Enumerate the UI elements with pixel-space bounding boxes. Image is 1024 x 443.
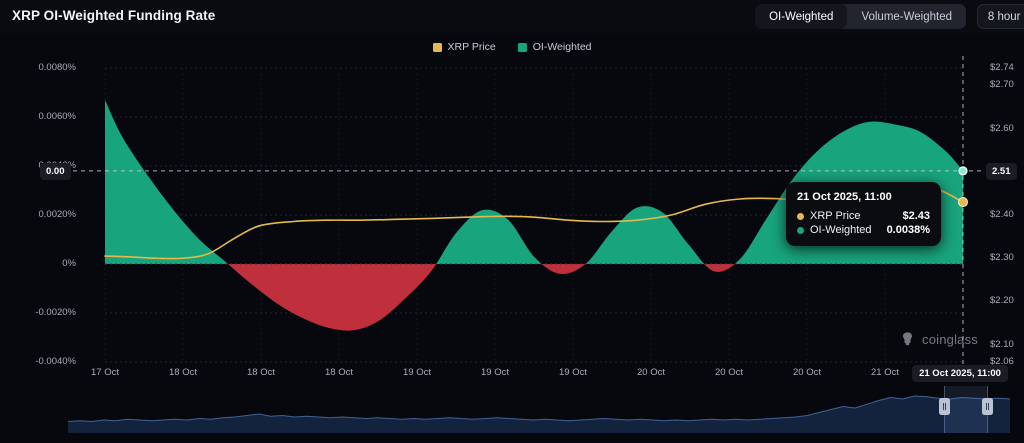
navigator-chart bbox=[68, 395, 1010, 433]
legend-swatch-icon bbox=[432, 42, 442, 52]
x-axis-tick-label: 20 Oct bbox=[715, 367, 743, 378]
y2-axis-tick-label: $2.70 bbox=[990, 79, 1014, 91]
tooltip-row-xrp-price: XRP Price $2.43 bbox=[797, 210, 930, 222]
y2-axis-tick-label: $2.74 bbox=[990, 62, 1014, 73]
y-axis-tick-label: 0% bbox=[62, 258, 76, 269]
x-axis-tick-label: 20 Oct bbox=[793, 367, 821, 378]
crosshair-y-badge-left: 0.00 bbox=[40, 162, 71, 180]
tab-oi-weighted[interactable]: OI-Weighted bbox=[755, 4, 848, 29]
weighting-toggle-group: OI-Weighted Volume-Weighted bbox=[755, 4, 966, 29]
y-axis-tick-label: 0.0060% bbox=[38, 111, 76, 122]
range-navigator[interactable] bbox=[68, 386, 1010, 433]
legend-label: XRP Price bbox=[447, 41, 496, 53]
y2-axis-tick-label: $2.40 bbox=[990, 209, 1014, 220]
chart-header: XRP OI-Weighted Funding Rate OI-Weighted… bbox=[0, 0, 1024, 33]
navigator-handle-left[interactable] bbox=[939, 398, 950, 415]
chart-legend: XRP Price OI-Weighted bbox=[0, 41, 1024, 53]
x-axis-tick-label: 18 Oct bbox=[169, 367, 197, 378]
y2-axis-tick-label: $2.06 bbox=[990, 356, 1014, 367]
x-axis-tick-label: 21 Oct bbox=[871, 367, 899, 378]
tab-volume-weighted[interactable]: Volume-Weighted bbox=[861, 10, 952, 23]
y-axis-tick-label: -0.0040% bbox=[35, 356, 76, 367]
coinglass-logo-icon bbox=[903, 332, 912, 346]
x-axis-tick-label: 20 Oct bbox=[637, 367, 665, 378]
tooltip-row-oi-weighted: OI-Weighted 0.0038% bbox=[797, 224, 930, 236]
plot-area[interactable]: 0.0080%0.0060%0.0040%0.0020%0%-0.0020%-0… bbox=[0, 56, 1024, 382]
tooltip-series-value: $2.43 bbox=[902, 210, 930, 222]
watermark: coinglass bbox=[899, 331, 978, 348]
legend-item-xrp-price[interactable]: XRP Price bbox=[432, 41, 496, 53]
watermark-text: coinglass bbox=[922, 332, 978, 347]
x-axis-tick-label: 19 Oct bbox=[403, 367, 431, 378]
x-axis-tick-label: 17 Oct bbox=[91, 367, 119, 378]
x-axis-tick-label: 18 Oct bbox=[325, 367, 353, 378]
timeframe-label: 8 hour bbox=[987, 10, 1021, 23]
series-dot-icon bbox=[797, 226, 804, 234]
crosshair-x-badge: 21 Oct 2025, 11:00 bbox=[912, 365, 1008, 382]
tooltip-series-value: 0.0038% bbox=[886, 224, 930, 236]
crosshair-y-badge-right: 2.51 bbox=[986, 162, 1017, 180]
chart-tooltip: 21 Oct 2025, 11:00 XRP Price $2.43 OI-We… bbox=[786, 182, 941, 246]
tooltip-series-name: OI-Weighted bbox=[810, 224, 872, 236]
tooltip-series-name: XRP Price bbox=[810, 210, 861, 222]
y2-axis-tick-label: $2.20 bbox=[990, 295, 1014, 307]
y2-axis-tick-label: $2.60 bbox=[990, 122, 1014, 134]
navigator-handle-right[interactable] bbox=[982, 398, 993, 415]
chart-svg bbox=[65, 56, 985, 368]
x-axis-tick-label: 19 Oct bbox=[481, 367, 509, 378]
y-axis-tick-label: -0.0020% bbox=[35, 307, 76, 318]
y-axis-tick-label: 0.0080% bbox=[38, 62, 76, 73]
x-axis-tick-label: 18 Oct bbox=[247, 367, 275, 378]
y2-axis-tick-label: $2.10 bbox=[990, 338, 1014, 350]
legend-swatch-icon bbox=[517, 42, 527, 52]
legend-label: OI-Weighted bbox=[532, 41, 592, 53]
x-axis-tick-label: 19 Oct bbox=[559, 367, 587, 378]
page-title: XRP OI-Weighted Funding Rate bbox=[12, 8, 216, 23]
legend-item-oi-weighted[interactable]: OI-Weighted bbox=[517, 41, 592, 53]
series-dot-icon bbox=[797, 212, 804, 220]
y2-axis-tick-label: $2.30 bbox=[990, 252, 1014, 264]
tooltip-title: 21 Oct 2025, 11:00 bbox=[797, 191, 892, 203]
timeframe-select[interactable]: 8 hour ▾ bbox=[976, 4, 1024, 29]
y-axis-tick-label: 0.0020% bbox=[38, 209, 76, 220]
